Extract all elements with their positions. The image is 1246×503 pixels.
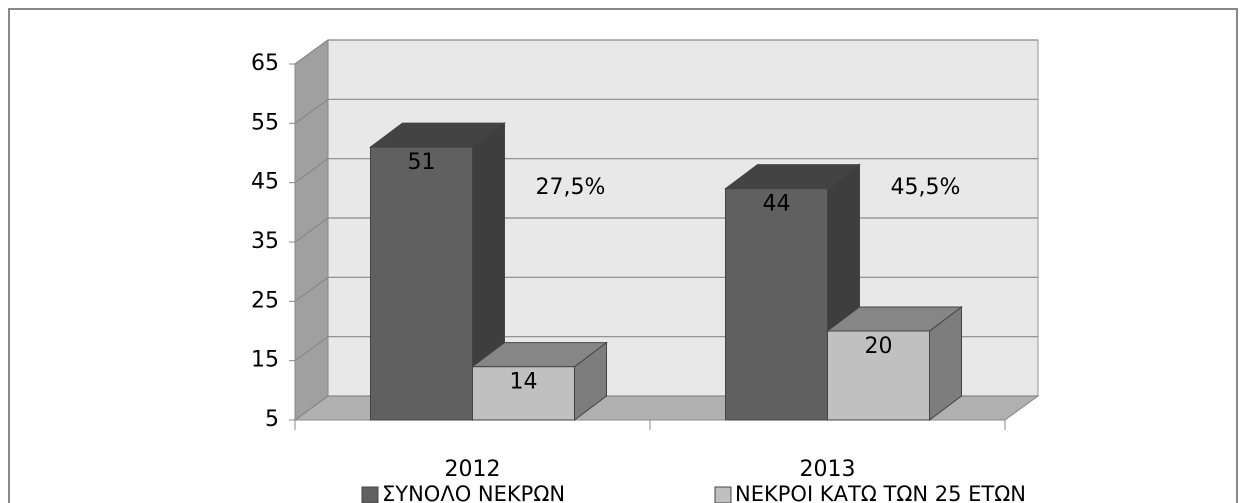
legend-swatch	[361, 486, 379, 503]
y-tick-label: 65	[251, 51, 279, 76]
y-tick-label: 15	[251, 348, 279, 373]
annotation: 45,5%	[891, 175, 961, 200]
bar	[369, 122, 506, 421]
y-tick-label: 5	[265, 407, 279, 432]
bar	[471, 341, 608, 421]
bar-front	[725, 188, 828, 421]
data-label: 44	[763, 192, 791, 217]
bar-top	[826, 306, 963, 332]
legend-label: ΝΕΚΡΟΙ ΚΑΤΩ ΤΩΝ 25 ΕΤΩΝ	[735, 482, 1026, 503]
grid-line	[294, 158, 1038, 184]
y-tick-label: 35	[251, 229, 279, 254]
data-label: 51	[408, 150, 436, 175]
bar-top	[471, 342, 608, 368]
annotation: 27,5%	[536, 175, 606, 200]
grid-line	[294, 39, 1038, 65]
data-label: 20	[865, 334, 893, 359]
y-tick-label: 25	[251, 288, 279, 313]
bar-front	[370, 146, 473, 421]
legend-label: ΣΥΝΟΛΟ ΝΕΚΡΩΝ	[382, 482, 565, 503]
bar-top	[724, 164, 861, 190]
y-tick-label: 55	[251, 110, 279, 135]
legend-swatch	[714, 486, 732, 503]
y-tick-label: 45	[251, 170, 279, 195]
x-tick-label: 2013	[800, 457, 856, 482]
bar	[826, 306, 963, 421]
bar-top	[369, 122, 506, 148]
x-tick-label: 2012	[445, 457, 501, 482]
grid-line	[294, 98, 1038, 124]
data-label: 14	[510, 370, 538, 395]
